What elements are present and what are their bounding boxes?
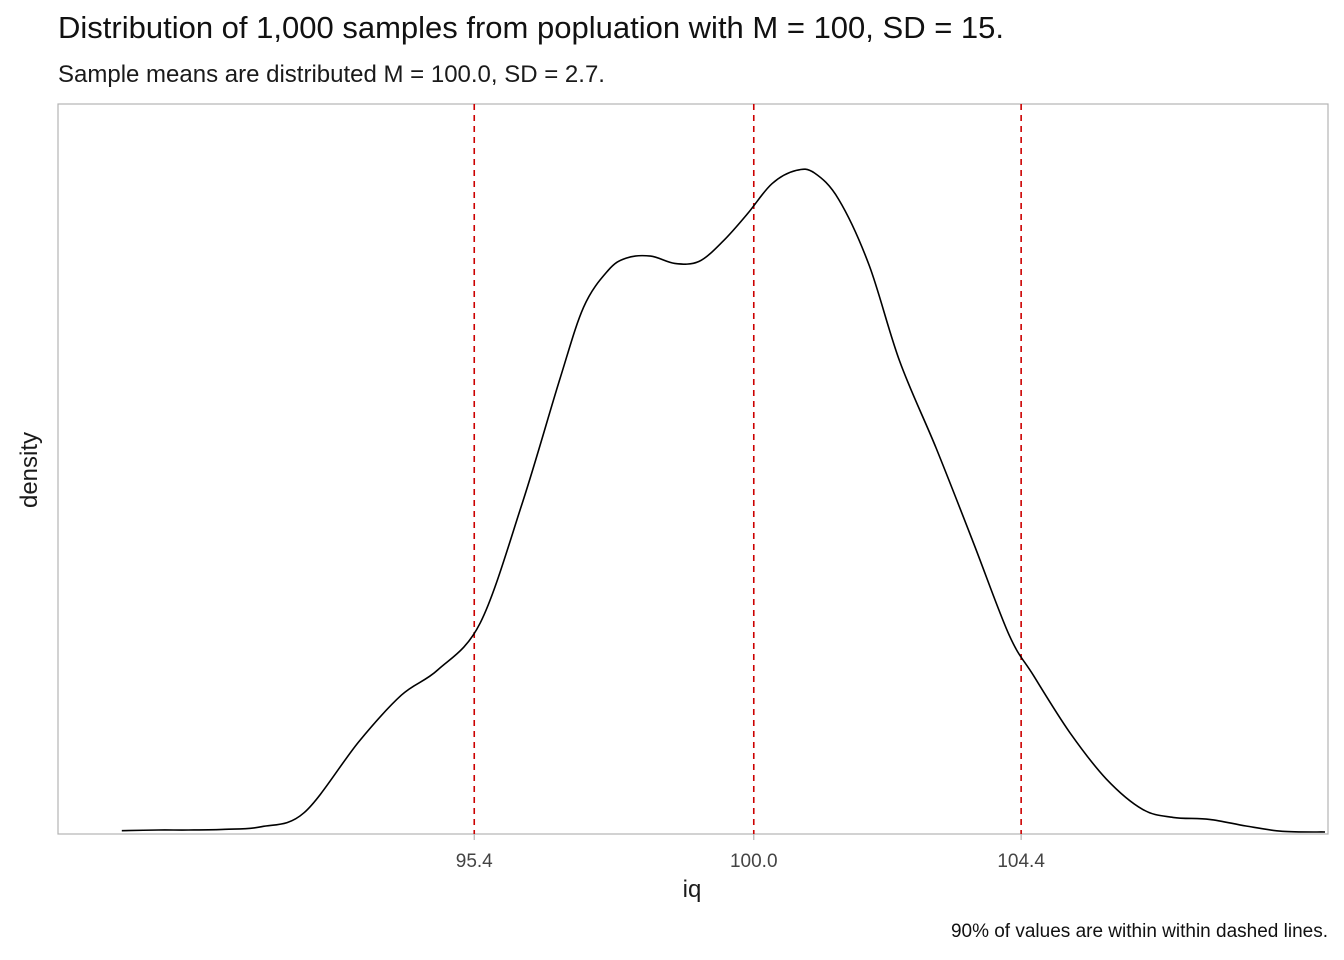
x-tick-label-1: 100.0	[730, 851, 778, 872]
x-axis-ticks: 95.4 100.0 104.4	[456, 834, 1045, 872]
x-tick-label-2: 104.4	[997, 851, 1045, 872]
plot-panel	[57, 103, 1329, 835]
density-curve	[121, 168, 1326, 833]
chart-title: Distribution of 1,000 samples from poplu…	[58, 10, 1004, 45]
reference-lines	[473, 104, 1022, 834]
x-axis-label: iq	[682, 876, 702, 903]
chart-caption: 90% of values are within within dashed l…	[950, 921, 1328, 942]
x-tick-label-0: 95.4	[456, 851, 493, 872]
chart-subtitle: Sample means are distributed M = 100.0, …	[58, 61, 605, 88]
y-axis-label: density	[16, 431, 43, 509]
